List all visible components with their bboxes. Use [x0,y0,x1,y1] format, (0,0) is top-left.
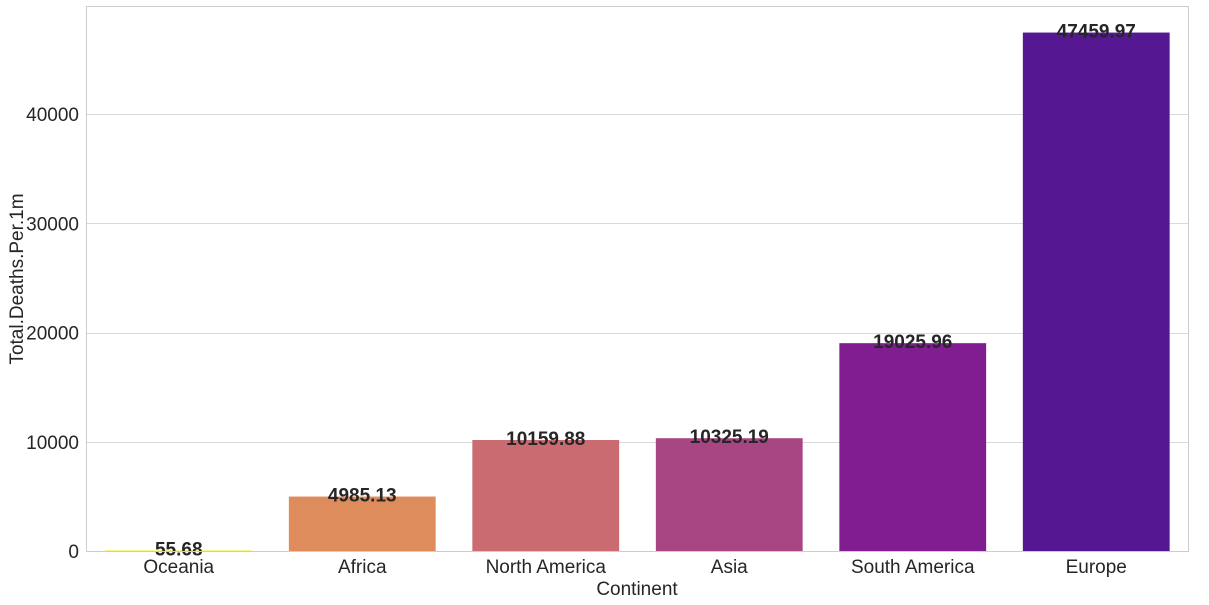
x-tick-label: North America [486,557,607,578]
bar-europe [1022,32,1170,552]
y-tick-labels: 0 10000 20000 30000 40000 [26,105,79,563]
x-tick-label: South America [851,557,975,578]
bar-africa [288,496,436,551]
bars [105,32,1170,552]
data-label: 19025.96 [873,332,952,353]
x-tick-labels: Oceania Africa North America Asia South Amer… [143,557,1127,578]
plot-frame [86,6,1189,552]
data-label: 10325.19 [690,427,769,448]
data-label: 10159.88 [506,429,585,450]
y-tick-label: 20000 [26,324,79,345]
bar-asia [655,438,803,551]
data-label: 55.68 [155,539,203,560]
y-gridlines [87,114,1188,443]
bar-north-america [472,440,620,551]
y-tick-label: 10000 [26,433,79,454]
y-tick-label: 0 [68,542,79,563]
x-tick-label: Asia [711,557,748,578]
x-axis-label: Continent [596,579,678,600]
y-axis-label: Total.Deaths.Per.1m [7,193,28,364]
x-tick-label: Oceania [143,557,214,578]
y-tick-label: 40000 [26,105,79,126]
bar-south-america [839,343,987,551]
y-tick-label: 30000 [26,214,79,235]
x-tick-label: Africa [338,557,387,578]
data-label: 47459.97 [1057,22,1136,43]
data-labels: 55.68 4985.13 10159.88 10325.19 19025.96 4745… [155,22,1136,561]
bar-oceania [105,550,253,551]
data-label: 4985.13 [328,486,397,507]
x-tick-label: Europe [1066,557,1127,578]
